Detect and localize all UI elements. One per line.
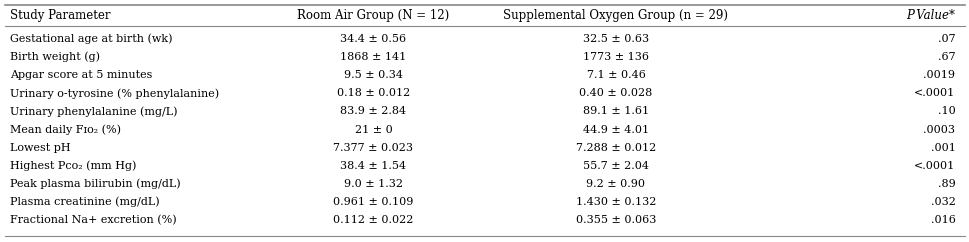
Text: .89: .89 bbox=[937, 179, 954, 189]
Text: 7.377 ± 0.023: 7.377 ± 0.023 bbox=[333, 143, 413, 153]
Text: 55.7 ± 2.04: 55.7 ± 2.04 bbox=[582, 161, 648, 171]
Text: 1773 ± 136: 1773 ± 136 bbox=[582, 52, 648, 62]
Text: .032: .032 bbox=[929, 197, 954, 207]
Text: 89.1 ± 1.61: 89.1 ± 1.61 bbox=[582, 106, 648, 116]
Text: .10: .10 bbox=[937, 106, 954, 116]
Text: 44.9 ± 4.01: 44.9 ± 4.01 bbox=[582, 125, 648, 135]
Text: 0.355 ± 0.063: 0.355 ± 0.063 bbox=[576, 215, 655, 225]
Text: Fractional Na+ excretion (%): Fractional Na+ excretion (%) bbox=[10, 215, 176, 226]
Text: .0003: .0003 bbox=[922, 125, 954, 135]
Text: 34.4 ± 0.56: 34.4 ± 0.56 bbox=[340, 34, 406, 44]
Text: 9.2 ± 0.90: 9.2 ± 0.90 bbox=[586, 179, 644, 189]
Text: .67: .67 bbox=[937, 52, 954, 62]
Text: 9.0 ± 1.32: 9.0 ± 1.32 bbox=[344, 179, 402, 189]
Text: Mean daily Fɪo₂ (%): Mean daily Fɪo₂ (%) bbox=[10, 124, 120, 135]
Text: Lowest pH: Lowest pH bbox=[10, 143, 71, 153]
Text: .07: .07 bbox=[937, 34, 954, 44]
Text: Room Air Group (N = 12): Room Air Group (N = 12) bbox=[297, 9, 449, 22]
Text: <.0001: <.0001 bbox=[913, 161, 954, 171]
Text: 9.5 ± 0.34: 9.5 ± 0.34 bbox=[344, 70, 402, 80]
Text: Peak plasma bilirubin (mg/dL): Peak plasma bilirubin (mg/dL) bbox=[10, 179, 180, 189]
Text: .001: .001 bbox=[929, 143, 954, 153]
Text: Highest Pco₂ (mm Hg): Highest Pco₂ (mm Hg) bbox=[10, 160, 136, 171]
Text: P Value*: P Value* bbox=[906, 9, 954, 22]
Text: <.0001: <.0001 bbox=[913, 88, 954, 98]
Text: Supplemental Oxygen Group (n = 29): Supplemental Oxygen Group (n = 29) bbox=[503, 9, 728, 22]
Text: Birth weight (g): Birth weight (g) bbox=[10, 52, 100, 62]
Text: 7.1 ± 0.46: 7.1 ± 0.46 bbox=[586, 70, 644, 80]
Text: 38.4 ± 1.54: 38.4 ± 1.54 bbox=[340, 161, 406, 171]
Text: 32.5 ± 0.63: 32.5 ± 0.63 bbox=[582, 34, 648, 44]
Text: 1.430 ± 0.132: 1.430 ± 0.132 bbox=[576, 197, 655, 207]
Text: 83.9 ± 2.84: 83.9 ± 2.84 bbox=[340, 106, 406, 116]
Text: Apgar score at 5 minutes: Apgar score at 5 minutes bbox=[10, 70, 152, 80]
Text: Gestational age at birth (wk): Gestational age at birth (wk) bbox=[10, 33, 172, 44]
Text: 0.18 ± 0.012: 0.18 ± 0.012 bbox=[336, 88, 410, 98]
Text: Study Parameter: Study Parameter bbox=[10, 9, 110, 22]
Text: 0.961 ± 0.109: 0.961 ± 0.109 bbox=[333, 197, 413, 207]
Text: .0019: .0019 bbox=[922, 70, 954, 80]
Text: 1868 ± 141: 1868 ± 141 bbox=[340, 52, 406, 62]
Text: 0.40 ± 0.028: 0.40 ± 0.028 bbox=[578, 88, 652, 98]
Text: Urinary o-tyrosine (% phenylalanine): Urinary o-tyrosine (% phenylalanine) bbox=[10, 88, 219, 98]
Text: Urinary phenylalanine (mg/L): Urinary phenylalanine (mg/L) bbox=[10, 106, 177, 117]
Text: 21 ± 0: 21 ± 0 bbox=[355, 125, 391, 135]
Text: .016: .016 bbox=[929, 215, 954, 225]
Text: 0.112 ± 0.022: 0.112 ± 0.022 bbox=[333, 215, 413, 225]
Text: Plasma creatinine (mg/dL): Plasma creatinine (mg/dL) bbox=[10, 197, 159, 207]
Text: 7.288 ± 0.012: 7.288 ± 0.012 bbox=[576, 143, 655, 153]
